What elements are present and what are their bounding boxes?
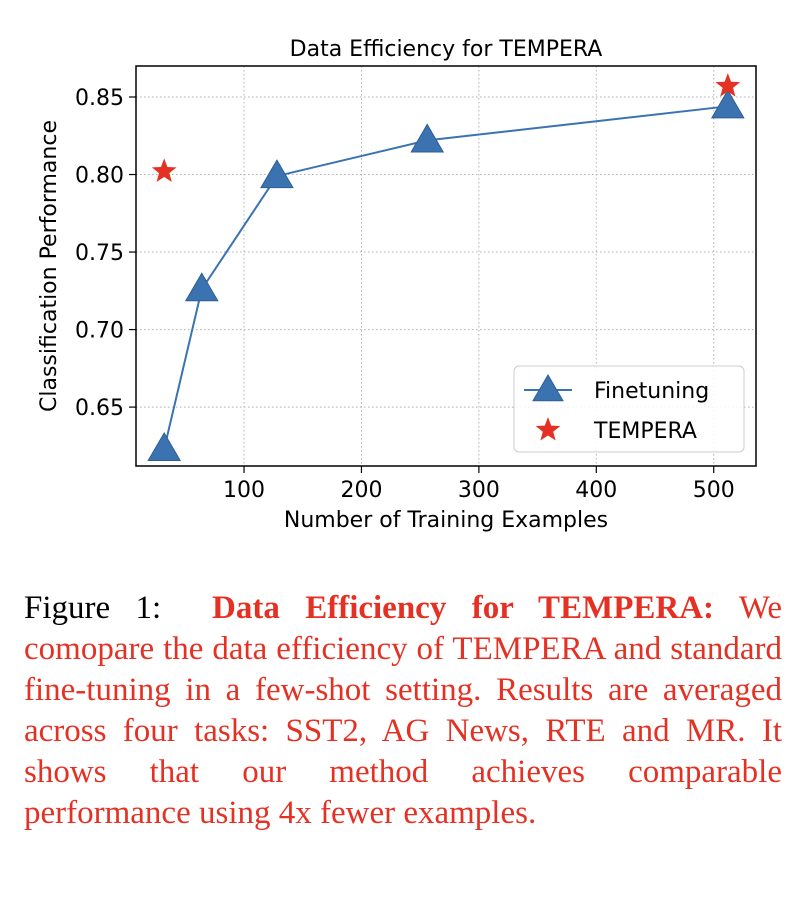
caption-text: We comopare the data efficiency of TEMPE… bbox=[24, 590, 782, 831]
y-tick-label: 0.70 bbox=[75, 319, 124, 344]
tempera-point bbox=[715, 73, 741, 97]
chart: Data Efficiency for TEMPERA 100 200 300 400… bbox=[37, 37, 757, 533]
finetuning-point bbox=[260, 159, 294, 189]
y-tick-label: 0.75 bbox=[75, 241, 124, 266]
figure-label: Figure 1: bbox=[24, 590, 162, 626]
finetuning-point bbox=[184, 272, 219, 302]
y-tick-label: 0.65 bbox=[75, 396, 124, 421]
ticks: 100 200 300 400 500 0.65 0.70 0.75 0.80 0.85 bbox=[75, 86, 735, 503]
legend-box bbox=[513, 365, 745, 453]
finetuning-point bbox=[410, 123, 445, 153]
y-axis-label: Classification Performance bbox=[37, 120, 62, 412]
caption-title: Data Efficiency for TEMPERA: bbox=[212, 590, 715, 626]
legend-label: Finetuning bbox=[594, 379, 709, 404]
chart-title: Data Efficiency for TEMPERA bbox=[290, 37, 603, 62]
x-tick-label: 200 bbox=[340, 478, 382, 503]
legend-label: TEMPERA bbox=[593, 419, 697, 444]
tempera-point bbox=[151, 158, 177, 182]
legend-finetuning-marker bbox=[532, 374, 564, 402]
legend-tempera-marker bbox=[535, 417, 561, 441]
legend: Finetuning TEMPERA bbox=[513, 365, 745, 453]
y-tick-label: 0.85 bbox=[75, 86, 124, 111]
plot-frame bbox=[135, 65, 757, 467]
y-tick-label: 0.80 bbox=[75, 164, 124, 189]
finetuning-point bbox=[147, 431, 182, 461]
x-axis-label: Number of Training Examples bbox=[284, 508, 608, 533]
x-tick-label: 100 bbox=[223, 478, 265, 503]
x-tick-label: 400 bbox=[575, 478, 617, 503]
x-tick-label: 500 bbox=[693, 478, 735, 503]
finetuning-point bbox=[710, 89, 745, 119]
figure-caption: Figure 1: Data Efficiency for TEMPERA: W… bbox=[24, 588, 782, 834]
series-layer bbox=[147, 73, 745, 461]
x-tick-label: 300 bbox=[458, 478, 500, 503]
